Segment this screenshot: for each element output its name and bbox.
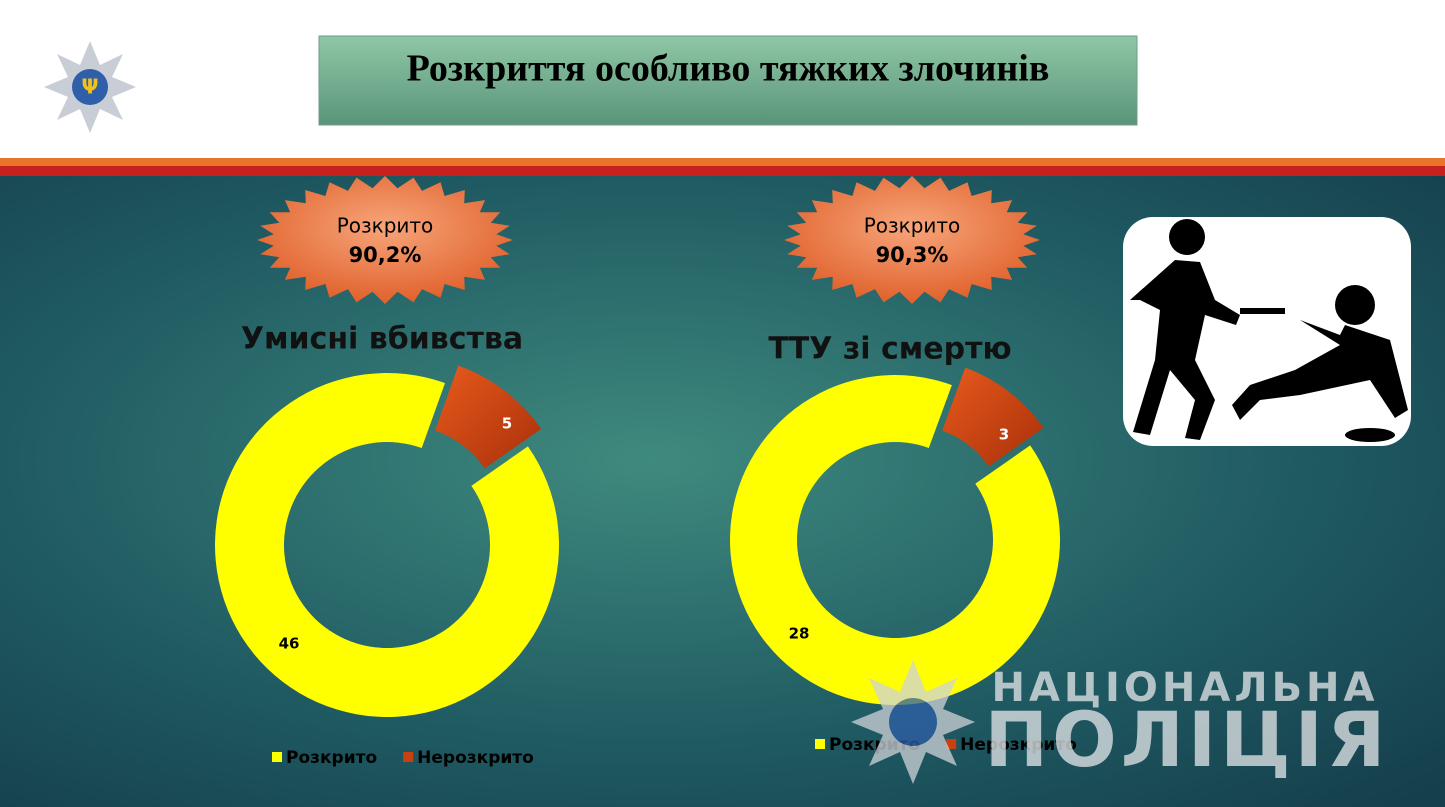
legend-swatch [272, 752, 282, 762]
legend-label: Розкрито [286, 748, 377, 768]
badge [257, 176, 513, 304]
watermark-line1: НАЦІОНАЛЬНА [991, 665, 1378, 711]
badge [784, 176, 1040, 304]
logo: Ψ [44, 41, 136, 133]
donut-slice [435, 365, 542, 469]
data-label: 28 [789, 625, 810, 643]
chart-title: ТТУ зі смертю [768, 332, 1011, 367]
badge-text: Розкрито [864, 214, 961, 238]
legend-label: Нерозкрито [960, 735, 1077, 755]
legend-label: Нерозкрито [417, 748, 534, 768]
stripe [0, 158, 1445, 166]
badge-text: Розкрито [337, 214, 434, 238]
donut-slice [730, 374, 1060, 705]
charts: Розкрито 90,2% Умисні вбивства 46 5 Розкрито Н… [215, 176, 1077, 768]
watermark: НАЦІОНАЛЬНА ПОЛІЦІЯ [851, 660, 1390, 784]
badge-value: 90,2% [349, 243, 422, 267]
badge-value: 90,3% [876, 243, 949, 267]
donut-slice [942, 367, 1044, 467]
stripe [0, 166, 1445, 176]
illustration [1123, 217, 1411, 446]
data-label: 46 [279, 635, 300, 653]
title: Розкриття особливо тяжких злочинів [407, 48, 1050, 90]
title-box [318, 35, 1138, 126]
watermark-line2: ПОЛІЦІЯ [985, 695, 1390, 784]
legend-swatch [815, 739, 825, 749]
svg-text:Ψ: Ψ [82, 75, 99, 99]
data-label: 5 [502, 415, 512, 433]
legend-swatch [403, 752, 414, 762]
data-label: 3 [999, 426, 1009, 444]
legend-swatch [946, 739, 957, 749]
chart-title: Умисні вбивства [241, 322, 523, 357]
donut-slice [215, 372, 559, 717]
